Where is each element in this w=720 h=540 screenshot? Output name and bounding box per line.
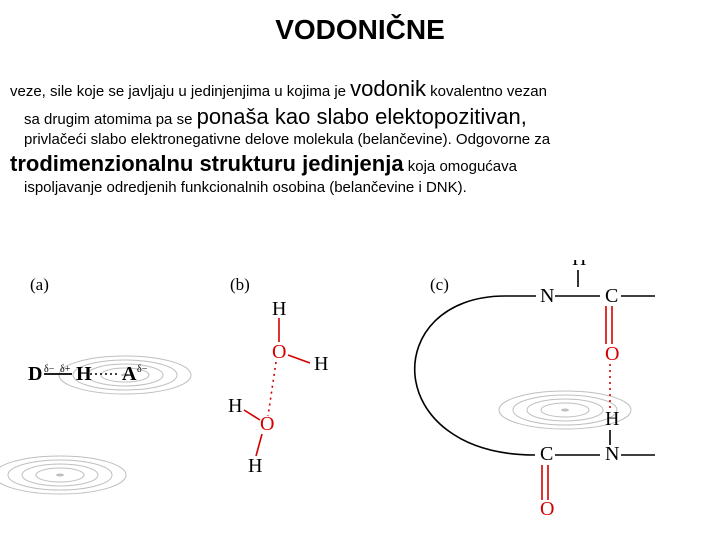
- hydrogen-bond: [268, 362, 276, 416]
- panel-label: (b): [230, 275, 250, 294]
- atom-label: N: [605, 443, 619, 465]
- charge-label: δ−: [137, 364, 148, 375]
- emphasis-text: trodimenzionalnu strukturu jedinjenja: [10, 151, 404, 176]
- atom-label: H: [314, 353, 328, 375]
- atom-label: O: [272, 341, 286, 363]
- body-text: ponaša kao slabo elektopozitivan,: [197, 104, 527, 129]
- panel-label: (a): [30, 275, 49, 294]
- atom-label: H: [272, 298, 286, 320]
- atom-label: H: [228, 395, 242, 417]
- body-text: veze, sile koje se javljaju u jedinjenji…: [10, 83, 350, 100]
- body-text: koja omogućava: [404, 158, 517, 175]
- atom-label: A: [122, 363, 137, 385]
- body-text: vodonik: [350, 76, 426, 101]
- body-paragraph: veze, sile koje se javljaju u jedinjenji…: [10, 75, 710, 198]
- page-title: VODONIČNE: [0, 14, 720, 46]
- atom-label: H: [248, 455, 262, 477]
- atom-label: C: [540, 443, 553, 465]
- atom-label: O: [605, 343, 619, 365]
- atom-label: C: [605, 285, 618, 307]
- bond: [244, 410, 260, 420]
- atom-label: H: [572, 260, 586, 270]
- bond: [256, 434, 262, 456]
- ripple-center: [561, 409, 569, 412]
- atom-label: H: [76, 363, 92, 385]
- backbone-curve: [415, 296, 535, 455]
- atom-label: O: [260, 413, 274, 435]
- atom-label: D: [28, 363, 42, 385]
- panel-label: (c): [430, 275, 449, 294]
- atom-label: O: [540, 498, 554, 520]
- body-text: privlačeći slabo elektronegativne delove…: [24, 131, 550, 148]
- atom-label: N: [540, 285, 554, 307]
- body-text: kovalentno vezan: [426, 83, 547, 100]
- bond: [288, 355, 310, 363]
- atom-label: H: [605, 408, 619, 430]
- body-text: sa drugim atomima pa se: [24, 111, 197, 128]
- ripple-center: [56, 474, 64, 477]
- diagram-area: (a)(b)(c)Dδ−Hδ+Aδ−HHHHOOHNCHCNOO: [0, 260, 720, 540]
- title-text: VODONIČNE: [275, 14, 445, 45]
- body-text: ispoljavanje odredjenih funkcionalnih os…: [24, 179, 467, 196]
